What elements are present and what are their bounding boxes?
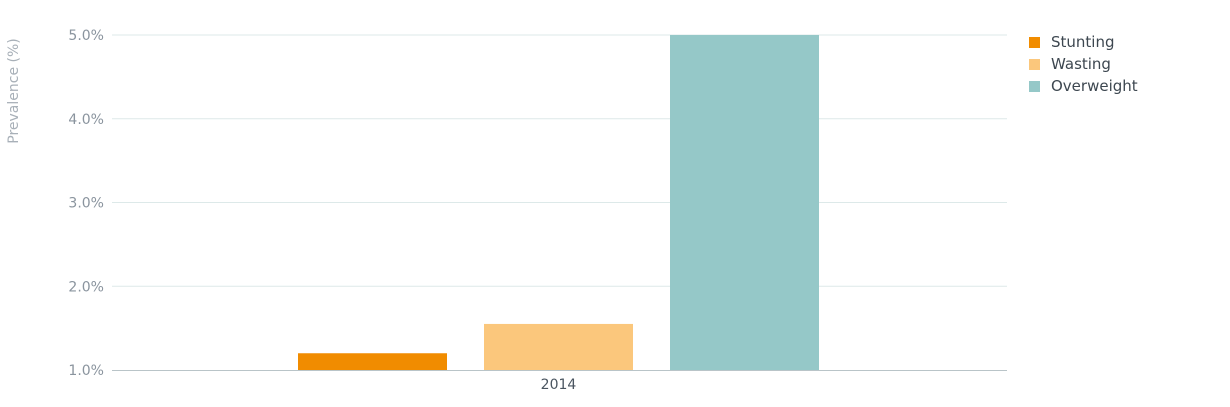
x-tick-label: 2014 <box>541 377 577 393</box>
legend-swatch <box>1029 37 1040 48</box>
bar-wasting[interactable] <box>484 323 633 370</box>
y-tick-label: 4.0% <box>68 112 104 128</box>
bar-stunting[interactable] <box>298 353 447 370</box>
legend-label: Wasting <box>1051 55 1111 73</box>
legend-label: Stunting <box>1051 33 1115 51</box>
y-tick-labels: 1.0% 2.0% 3.0% 4.0% 5.0% <box>68 28 104 379</box>
legend: Stunting Wasting Overweight <box>1029 33 1138 95</box>
y-tick-label: 3.0% <box>68 196 104 212</box>
legend-item-wasting[interactable]: Wasting <box>1029 55 1111 73</box>
bars <box>298 35 819 370</box>
y-axis-title: Prevalence (%) <box>6 38 22 144</box>
legend-label: Overweight <box>1051 77 1138 95</box>
x-tick-labels: 2014 <box>541 377 577 393</box>
legend-item-stunting[interactable]: Stunting <box>1029 33 1115 51</box>
bar-overweight[interactable] <box>670 35 819 370</box>
legend-item-overweight[interactable]: Overweight <box>1029 77 1138 95</box>
grid-lines <box>112 34 1007 287</box>
legend-swatch <box>1029 81 1040 92</box>
y-tick-label: 1.0% <box>68 363 104 379</box>
legend-swatch <box>1029 59 1040 70</box>
y-tick-label: 2.0% <box>68 279 104 295</box>
y-tick-label: 5.0% <box>68 28 104 44</box>
